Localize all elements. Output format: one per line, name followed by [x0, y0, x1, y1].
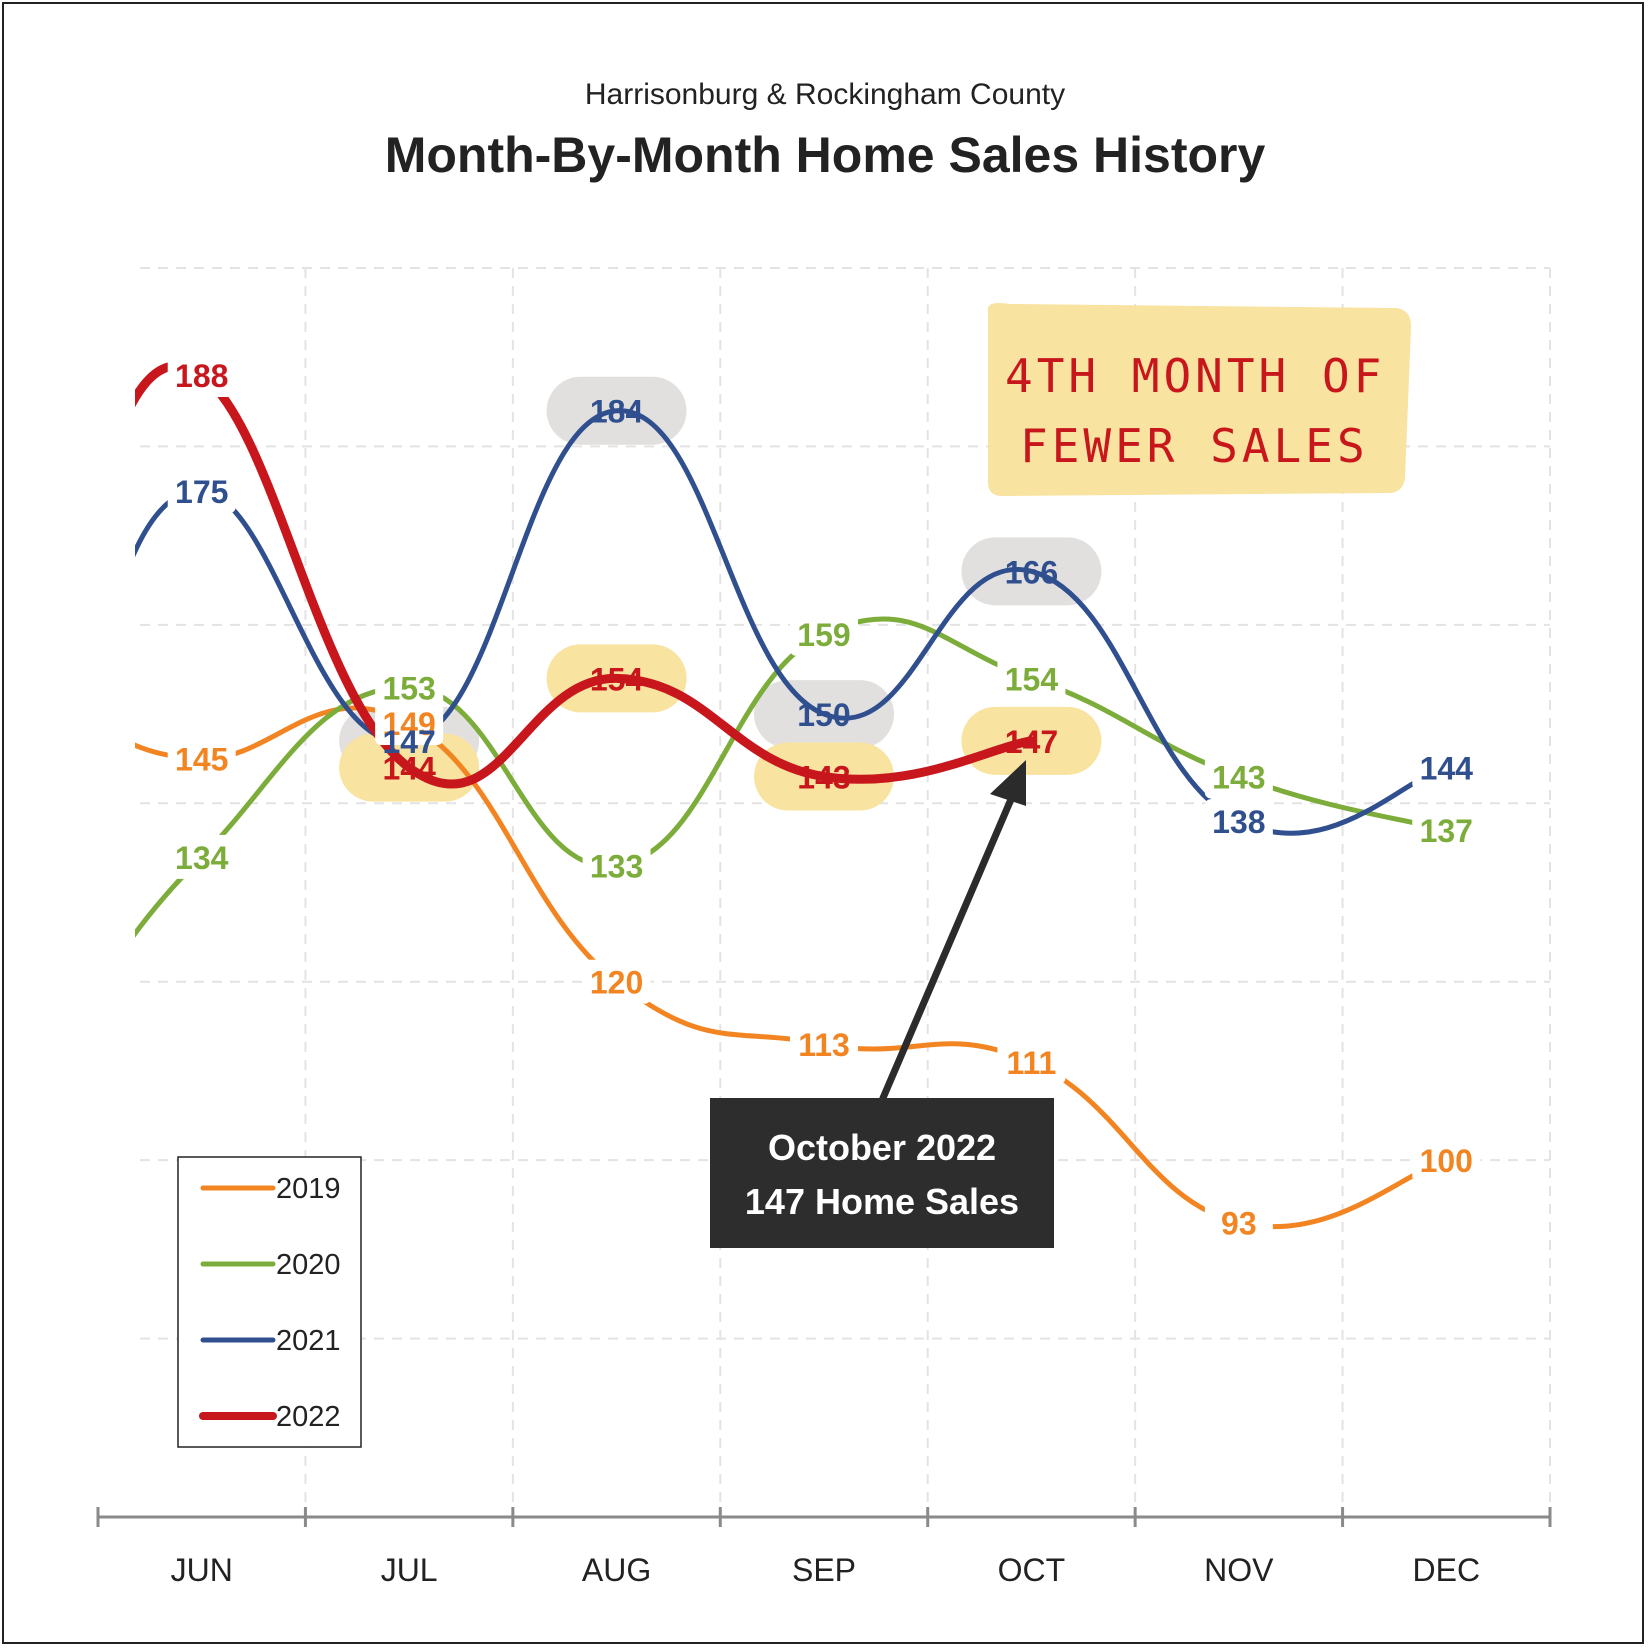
x-tick-label: DEC [1413, 1552, 1481, 1588]
label-halo [1412, 1138, 1481, 1183]
data-label-2021: 150 [797, 697, 850, 733]
data-label-2021: 184 [590, 394, 644, 430]
label-halo [1204, 799, 1273, 844]
label-halo [1412, 745, 1481, 790]
data-label-2020: 137 [1420, 813, 1473, 849]
chart-title: Month-By-Month Home Sales History [385, 127, 1266, 183]
legend-label: 2019 [276, 1173, 341, 1205]
data-label-2021: 147 [382, 724, 435, 760]
x-tick-label: SEP [792, 1552, 856, 1588]
data-label-2019: 113 [798, 1027, 850, 1063]
data-label-2022: 147 [1005, 724, 1058, 760]
data-label-2020: 154 [1005, 661, 1059, 697]
series-line-2021 [135, 408, 1449, 836]
data-label-2021: 138 [1212, 804, 1265, 840]
data-label-2019: 111 [1006, 1045, 1056, 1081]
data-labels: 145 149 120 113 111 93 100 134 153 133 159 154 143 13… [167, 353, 1481, 1245]
data-label-2019: 93 [1221, 1206, 1257, 1242]
label-halo [375, 700, 444, 745]
note-box: 4TH MONTH OF FEWER SALES [987, 303, 1412, 497]
label-halo [167, 834, 236, 879]
callout: October 2022 147 Home Sales [710, 760, 1054, 1248]
label-halo [1204, 1200, 1273, 1245]
data-label-2019: 120 [590, 965, 643, 1001]
legend-label: 2021 [276, 1325, 341, 1357]
series-line-2020 [135, 616, 1449, 938]
callout-box [710, 1098, 1054, 1248]
legend-label: 2020 [276, 1249, 341, 1281]
x-tick-label: AUG [582, 1552, 651, 1588]
label-halo [997, 656, 1066, 701]
label-halo [167, 353, 236, 398]
x-axis: JUN JUL AUG SEP OCT NOV DEC [96, 1507, 1552, 1588]
legend: 2019 2020 2021 2022 [177, 1156, 362, 1448]
label-halo [997, 1040, 1066, 1085]
callout-line-1: October 2022 [768, 1127, 996, 1168]
series-lines [135, 361, 1449, 1230]
data-label-2021: 166 [1005, 554, 1058, 590]
data-label-2019: 145 [175, 742, 228, 778]
data-label-2022: 154 [590, 661, 644, 697]
x-tick-label: OCT [998, 1552, 1066, 1588]
note-line-1: 4TH MONTH OF [1005, 349, 1385, 403]
legend-box [177, 1156, 362, 1448]
chart-subtitle: Harrisonburg & Rockingham County [585, 78, 1065, 111]
label-halo [1412, 808, 1481, 853]
data-label-2022: 188 [175, 358, 228, 394]
data-label-2020: 143 [1212, 760, 1265, 796]
data-label-2019: 149 [382, 706, 435, 742]
data-label-2020: 159 [797, 617, 850, 653]
label-halo [790, 611, 858, 656]
callout-arrow-shaft [879, 786, 1019, 1102]
label-halo [582, 843, 651, 888]
data-label-2022: 143 [797, 760, 850, 796]
data-label-2022: 144 [382, 751, 436, 787]
note-line-2: FEWER SALES [1020, 419, 1369, 473]
callout-line-2: 147 Home Sales [745, 1181, 1019, 1222]
data-label-2020: 133 [590, 849, 643, 885]
x-tick-label: JUN [171, 1552, 233, 1588]
x-tick-label: NOV [1204, 1552, 1274, 1588]
label-halo [167, 736, 236, 781]
data-label-2021: 175 [175, 474, 228, 510]
data-label-2020: 153 [382, 670, 435, 706]
data-label-2021: 144 [1420, 751, 1474, 787]
label-halo [167, 469, 236, 514]
note-highlight [987, 303, 1412, 497]
data-label-2019: 100 [1420, 1143, 1473, 1179]
label-halo [1204, 754, 1273, 799]
legend-label: 2022 [276, 1401, 341, 1433]
callout-arrow-head [990, 760, 1026, 806]
label-halo [582, 959, 651, 1004]
label-halo [375, 665, 444, 710]
data-label-2020: 134 [175, 840, 229, 876]
x-tick-label: JUL [381, 1552, 438, 1588]
label-halo [790, 1022, 858, 1067]
